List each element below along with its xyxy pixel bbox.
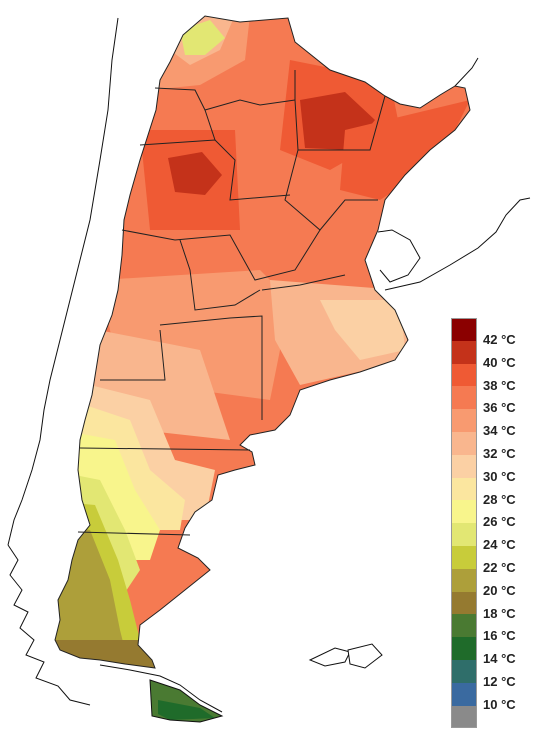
legend-swatch — [451, 431, 477, 455]
legend-swatch — [451, 568, 477, 592]
legend-swatch — [451, 340, 477, 364]
legend-item: 10 °C — [451, 682, 536, 712]
legend-label: 32 °C — [483, 445, 516, 461]
legend-item: 16 °C — [451, 614, 536, 643]
temperature-legend: 42 °C 40 °C 38 °C 36 °C 34 °C 32 °C 30 °C 28 °C… — [451, 318, 536, 729]
province-boundaries — [54, 15, 471, 669]
legend-swatch — [451, 682, 477, 706]
legend-item: 26 °C — [451, 500, 536, 529]
legend-item: 24 °C — [451, 523, 536, 552]
legend-label: 14 °C — [483, 651, 516, 667]
legend-label: 20 °C — [483, 582, 516, 598]
legend-item: 42 °C — [451, 318, 536, 347]
legend-label: 30 °C — [483, 468, 516, 484]
legend-swatch — [451, 523, 477, 546]
legend-item: 28 °C — [451, 477, 536, 507]
legend-item: 30 °C — [451, 454, 536, 484]
legend-swatch — [451, 318, 477, 341]
legend-item: 12 °C — [451, 659, 536, 689]
legend-item: 38 °C — [451, 363, 536, 393]
legend-label: 28 °C — [483, 491, 516, 507]
legend-swatch — [451, 500, 477, 524]
legend-label: 38 °C — [483, 377, 516, 393]
legend-label: 34 °C — [483, 423, 516, 439]
legend-swatch — [451, 659, 477, 683]
falkland-islands — [308, 643, 383, 669]
legend-swatch — [451, 637, 477, 660]
legend-swatch — [451, 454, 477, 478]
legend-label: 12 °C — [483, 673, 516, 689]
legend-item: 34 °C — [451, 409, 536, 438]
legend-item: 14 °C — [451, 637, 536, 666]
neighbor-outlines — [7, 17, 531, 713]
legend-swatch — [451, 705, 477, 729]
legend-label: 36 °C — [483, 400, 516, 416]
legend-swatch — [451, 477, 477, 501]
legend-label: 42 °C — [483, 332, 516, 347]
legend-label: 10 °C — [483, 696, 516, 712]
legend-item: 22 °C — [451, 545, 536, 575]
argentina-temperature-field — [55, 16, 470, 723]
legend-label: 26 °C — [483, 514, 516, 530]
legend-swatch — [451, 409, 477, 432]
legend-item: 40 °C — [451, 340, 536, 370]
legend-item — [451, 705, 536, 729]
legend-item: 20 °C — [451, 568, 536, 598]
legend-swatch — [451, 591, 477, 615]
legend-label: 24 °C — [483, 537, 516, 553]
legend-item: 32 °C — [451, 431, 536, 461]
legend-swatch — [451, 545, 477, 569]
uruguay-coast — [377, 229, 421, 283]
legend-label: 22 °C — [483, 559, 516, 575]
legend-label: 16 °C — [483, 628, 516, 644]
legend-swatch — [451, 614, 477, 638]
legend-swatch — [451, 363, 477, 387]
legend-swatch — [451, 386, 477, 410]
legend-label: 40 °C — [483, 354, 516, 370]
legend-label: 18 °C — [483, 605, 516, 621]
legend-item: 36 °C — [451, 386, 536, 415]
legend-item: 18 °C — [451, 591, 536, 621]
